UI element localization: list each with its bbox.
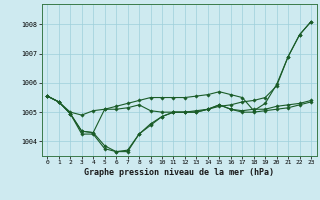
X-axis label: Graphe pression niveau de la mer (hPa): Graphe pression niveau de la mer (hPa) <box>84 168 274 177</box>
